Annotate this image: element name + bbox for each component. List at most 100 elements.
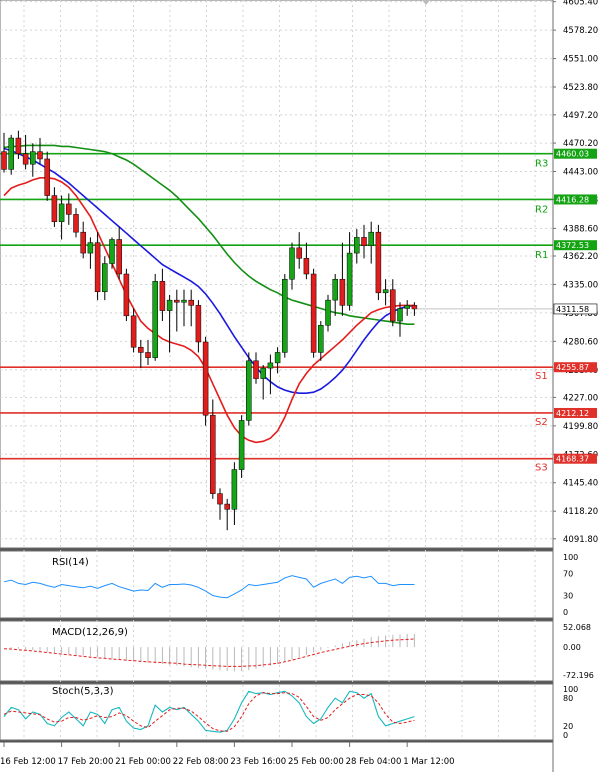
candle-body <box>181 299 187 303</box>
x-axis-label: 17 Feb 20:00 <box>58 757 114 767</box>
candle-body <box>274 352 281 364</box>
level-name-r1: R1 <box>535 250 548 261</box>
level-tag-s1 <box>554 362 597 373</box>
candle-body <box>73 214 79 233</box>
candle-body <box>174 299 180 303</box>
ma-red-line <box>3 177 415 444</box>
macd-tick-label: 0.00 <box>563 643 581 652</box>
candle-body <box>116 239 122 275</box>
level-value-r1: 4372.53 <box>556 241 589 250</box>
candle-body <box>346 252 353 306</box>
candle-body <box>382 289 389 294</box>
stoch-tick-label: 20 <box>563 722 573 731</box>
candle-body <box>354 237 360 254</box>
candle-body <box>51 195 58 222</box>
candle-body <box>310 273 317 353</box>
candle-body <box>368 231 374 247</box>
candle-body <box>166 299 173 311</box>
candle-body <box>37 151 43 160</box>
price-tick-label: 4443.00 <box>563 168 598 178</box>
x-axis-label: 23 Feb 16:00 <box>230 757 286 767</box>
candle-body <box>253 360 259 379</box>
candle-body <box>195 305 202 343</box>
stoch-label: Stoch(5,3,3) <box>52 686 114 697</box>
level-value-s2: 4212.12 <box>556 409 589 418</box>
candle-body <box>397 308 403 322</box>
price-tick-label: 4523.80 <box>563 83 598 93</box>
candle-body <box>411 305 418 310</box>
macd-tick-label: -72.196 <box>563 671 594 680</box>
candle-body <box>217 493 223 505</box>
candle-body <box>224 503 230 510</box>
level-value-s3: 4168.37 <box>556 455 589 464</box>
price-tick-label: 4335.00 <box>563 280 598 290</box>
level-tag-r1 <box>554 240 597 251</box>
candle-body <box>404 305 410 309</box>
candle-body <box>145 352 151 358</box>
price-tick-label: 4470.20 <box>563 139 598 149</box>
level-value-r2: 4416.28 <box>556 195 589 204</box>
level-name-s3: S3 <box>535 463 548 474</box>
candle-body <box>30 151 36 165</box>
candle-body <box>325 299 331 326</box>
price-tick-label: 4091.80 <box>563 535 598 545</box>
price-tick-label: 4280.60 <box>563 337 598 347</box>
candle-body <box>1 151 7 170</box>
stoch-tick-label: 100 <box>563 685 578 694</box>
price-tick-label: 4551.00 <box>563 55 598 65</box>
panel-main <box>0 0 554 549</box>
rsi-tick-label: 0 <box>563 608 568 617</box>
current-price-tag <box>553 303 598 315</box>
x-axis-label: 1 Mar 12:00 <box>403 757 454 767</box>
level-value-r3: 4460.03 <box>556 150 589 159</box>
candle-body <box>361 237 367 247</box>
stoch-d-line <box>3 692 415 732</box>
level-name-r2: R2 <box>535 204 548 215</box>
x-axis-label: 25 Feb 00:00 <box>288 757 344 767</box>
price-tick-label: 4227.00 <box>563 393 598 403</box>
price-tick-label: 4362.20 <box>563 252 598 262</box>
candle-body <box>231 469 238 510</box>
level-tag-r3 <box>554 148 597 159</box>
candle-body <box>94 242 101 293</box>
macd-label: MACD(12,26,9) <box>52 627 128 638</box>
level-name-r3: R3 <box>535 159 548 170</box>
price-tick-label: 4388.60 <box>563 224 598 234</box>
x-axis-label: 16 Feb 12:00 <box>0 757 56 767</box>
stoch-tick-label: 0 <box>563 731 568 740</box>
price-tick-label: 4118.20 <box>563 507 598 517</box>
stoch-tick-label: 80 <box>563 694 573 703</box>
rsi-tick-label: 70 <box>563 570 573 579</box>
macd-tick-label: 52.068 <box>563 623 591 632</box>
stoch-k-line <box>3 690 415 733</box>
candle-body <box>22 153 29 165</box>
candle-body <box>58 203 65 222</box>
macd-signal-line <box>3 638 415 667</box>
level-tag-r2 <box>554 194 597 205</box>
current-price-label: 4311.58 <box>556 305 589 314</box>
level-tag-s2 <box>554 407 597 418</box>
price-tick-label: 4145.40 <box>563 479 598 489</box>
level-name-s1: S1 <box>535 371 548 382</box>
candle-body <box>282 278 288 353</box>
candle-body <box>246 360 252 421</box>
candle-body <box>318 324 324 353</box>
candle-body <box>130 315 137 348</box>
candle-body <box>44 158 50 196</box>
candle-body <box>159 281 166 311</box>
candle-body <box>109 239 115 264</box>
ma-green-line <box>3 144 415 326</box>
level-tag-s3 <box>554 453 597 464</box>
price-tick-label: 4605.40 <box>563 0 598 8</box>
panel-rsi <box>0 550 554 619</box>
candle-body <box>267 362 274 369</box>
candle-body <box>238 420 245 470</box>
candle-body <box>123 273 130 317</box>
candle-body <box>80 231 86 254</box>
candle-body <box>138 346 144 353</box>
price-tick-label: 4497.20 <box>563 111 598 121</box>
candle-body <box>289 247 295 280</box>
rsi-tick-label: 100 <box>563 553 578 562</box>
candle-body <box>15 137 22 154</box>
